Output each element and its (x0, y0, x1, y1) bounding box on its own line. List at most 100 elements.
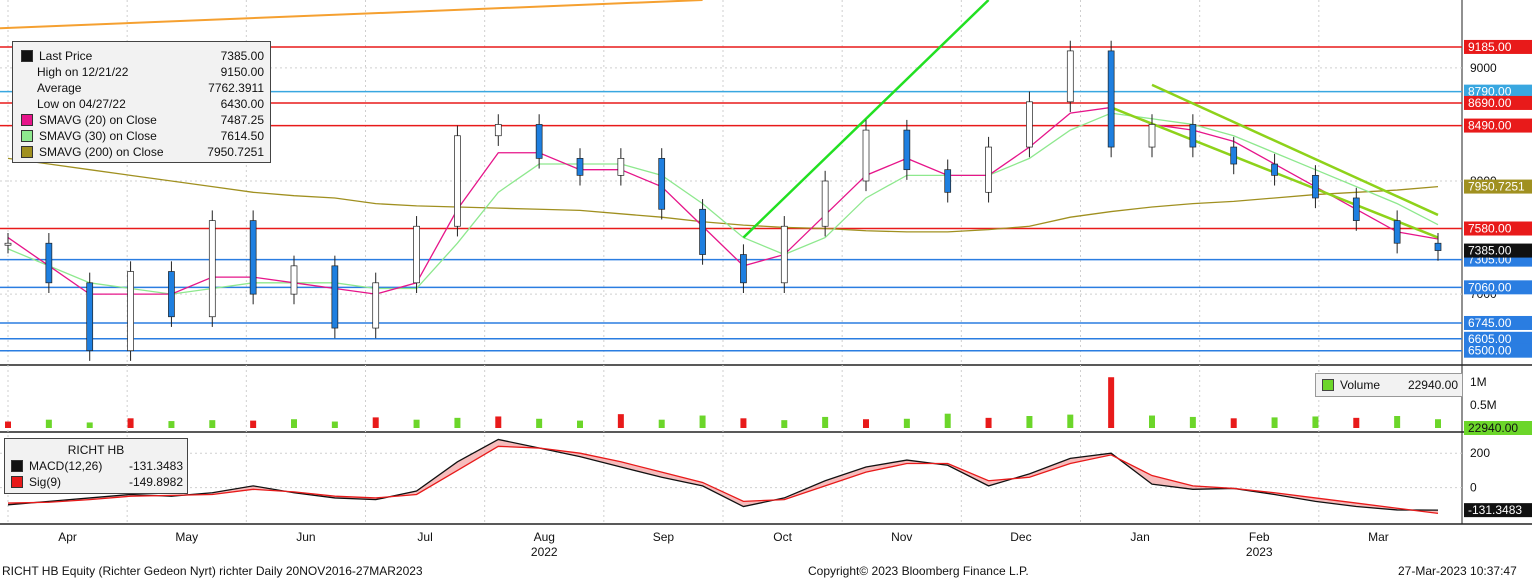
volume-bar (127, 418, 134, 428)
candle-body (780, 225, 788, 284)
volume-bar (1353, 417, 1360, 428)
price-candle (290, 255, 298, 305)
price-legend: Last Price 7385.00 High on 12/21/22 9150.00… (12, 41, 271, 163)
level-tag (1464, 84, 1532, 99)
legend-row: SMAVG (200) on Close 7950.7251 (19, 144, 264, 160)
month-label: Apr (58, 530, 77, 544)
level-tag-label: 6605.00 (1468, 332, 1512, 346)
volume-bar (1149, 415, 1155, 428)
price-candle (372, 272, 380, 339)
month-label: Feb (1249, 530, 1270, 544)
candle-body (249, 220, 257, 295)
volume-tick-label: 0.5M (1470, 398, 1497, 412)
price-candle (658, 148, 666, 220)
price-candle (740, 244, 747, 293)
price-candle (1107, 40, 1115, 158)
candle-body (944, 169, 952, 193)
legend-label: SMAVG (30) on Close (39, 129, 157, 143)
price-candle (1271, 153, 1278, 186)
candle-body (1026, 101, 1033, 148)
macd-legend-row: Sig(9) -149.8982 (9, 474, 183, 490)
level-tag (1464, 331, 1532, 346)
candle-body (494, 124, 502, 137)
candle-body (740, 254, 747, 284)
level-tag (1464, 315, 1532, 330)
price-candle (168, 261, 175, 327)
candle-body (127, 271, 134, 352)
price-candle (494, 114, 502, 146)
candle-body (168, 271, 175, 318)
price-candle (1066, 40, 1074, 112)
price-candle (1393, 210, 1401, 254)
value-tag-label: 7950.7251 (1468, 180, 1525, 194)
volume-bar (781, 420, 788, 428)
candle-body (862, 129, 870, 182)
candle-body (208, 220, 216, 318)
volume-bar (86, 422, 93, 428)
level-tag-label: 8790.00 (1468, 85, 1512, 99)
macd-legend-row: MACD(12,26) -131.3483 (9, 458, 183, 474)
footer-timestamp: 27-Mar-2023 10:37:47 (1398, 564, 1517, 578)
macd-line (7, 438, 1439, 511)
legend-row: SMAVG (20) on Close 7487.25 (19, 112, 264, 128)
price-candle (127, 261, 134, 361)
level-tag-label: 7580.00 (1468, 222, 1512, 236)
candle-body (86, 282, 94, 352)
candle-body (1189, 124, 1197, 148)
candle-body (290, 265, 298, 295)
month-label: Sep (653, 530, 675, 544)
macd-tag (1464, 503, 1532, 518)
signal-line (7, 445, 1439, 515)
legend-row: SMAVG (30) on Close 7614.50 (19, 128, 264, 144)
candle-body (454, 135, 461, 227)
legend-label: Last Price (39, 49, 93, 63)
legend-label: Low on 04/27/22 (37, 97, 126, 111)
footer-security: RICHT HB Equity (Richter Gedeon Nyrt) ri… (2, 564, 423, 578)
volume-bar (1271, 417, 1278, 428)
volume-bar (577, 420, 583, 428)
volume-bar (45, 419, 52, 428)
macd-tick-label: 0 (1470, 481, 1477, 495)
value-tag (1464, 243, 1532, 258)
downtrend-line (1151, 83, 1439, 217)
volume-bar (536, 418, 543, 428)
candle-body (1148, 124, 1156, 148)
legend-label: High on 12/21/22 (37, 65, 129, 79)
level-tag (1464, 343, 1532, 358)
sma20-line (7, 106, 1439, 295)
candle-body (331, 265, 339, 329)
volume-tag (1464, 421, 1532, 435)
volume-bar (495, 416, 502, 428)
month-label: Jun (296, 530, 315, 544)
legend-value: 7385.00 (220, 49, 264, 63)
candle-body (4, 242, 12, 246)
legend-swatch (21, 99, 31, 109)
candle-body (413, 225, 420, 284)
price-candle (454, 125, 461, 237)
volume-bar (1026, 416, 1033, 428)
sma200-line (7, 157, 1439, 233)
volume-bar (822, 416, 829, 428)
macd-legend-label: Sig(9) (29, 475, 62, 489)
volume-bar (5, 421, 11, 428)
candle-body (1312, 174, 1319, 199)
macd-tick-label: 200 (1470, 446, 1490, 460)
volume-bar (1189, 416, 1196, 428)
uptrend-line (742, 0, 990, 239)
candle-body (617, 158, 625, 176)
price-candle (1352, 187, 1360, 231)
macd-legend-label: MACD(12,26) (29, 459, 103, 473)
volume-bar (944, 413, 951, 428)
level-tag-label: 9185.00 (1468, 40, 1512, 54)
year-label: 2022 (531, 545, 558, 559)
volume-bar (903, 418, 910, 428)
volume-bar (617, 414, 624, 428)
month-label: Oct (773, 530, 792, 544)
price-candle (780, 216, 788, 293)
price-candle (208, 210, 216, 327)
candle-body (1271, 163, 1278, 176)
volume-legend: Volume 22940.00 (1315, 373, 1463, 397)
month-label: Mar (1368, 530, 1389, 544)
price-candle (4, 233, 12, 254)
candle-body (903, 129, 911, 171)
